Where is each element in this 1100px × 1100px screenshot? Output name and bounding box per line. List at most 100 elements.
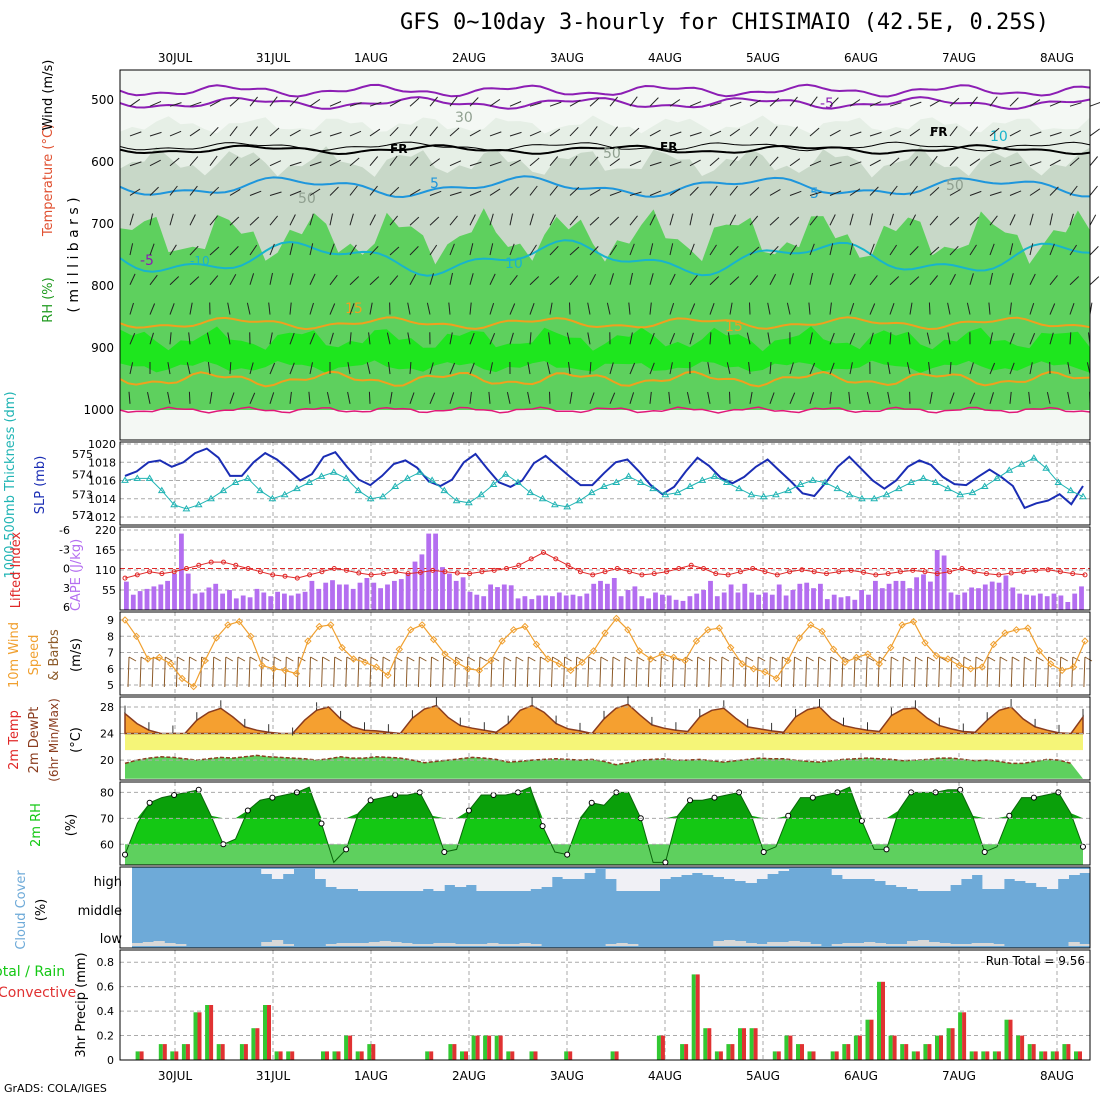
- precip-convective-bar: [660, 1035, 665, 1060]
- cape-bar: [364, 578, 370, 610]
- wind-barb: [227, 332, 231, 345]
- isotherm-10: [119, 239, 1091, 277]
- wind-barb: [169, 102, 182, 107]
- wind-barb: [129, 161, 142, 167]
- wind-speed-point: [189, 682, 198, 691]
- thickness-point: [845, 490, 854, 498]
- wind-barb-flag: [491, 656, 500, 662]
- wind-tick: 9: [107, 614, 114, 627]
- cloud-low-bar: [799, 942, 811, 946]
- wind-barb: [909, 302, 913, 315]
- wind-barb: [1009, 129, 1021, 137]
- cloud-high-bar: [1046, 869, 1059, 889]
- wind-barb: [169, 130, 182, 137]
- precip-total-bar: [205, 1005, 210, 1060]
- precip-convective-bar: [243, 1044, 248, 1060]
- wind-barb-flag: [1048, 656, 1056, 662]
- wind-barb: [629, 243, 635, 256]
- wind-barb: [249, 216, 260, 226]
- wind-barb: [769, 273, 777, 285]
- wind-barb: [829, 362, 835, 375]
- wind-barb-flag: [334, 656, 342, 662]
- thickness-point: [747, 490, 756, 498]
- wind-barb: [1049, 332, 1054, 345]
- isotherm-5: [119, 175, 1090, 199]
- wind-barb: [947, 332, 951, 345]
- wind-barb: [489, 333, 496, 345]
- wind-barb-flag: [1024, 656, 1032, 662]
- precip-panel-bg: [120, 950, 1090, 1060]
- wind-barb: [1089, 128, 1100, 137]
- wind-barb: [529, 213, 534, 226]
- wind-barb-10m: [478, 656, 481, 688]
- wind-speed-point: [372, 663, 381, 671]
- cloud-high-bar: [379, 869, 391, 891]
- wind-panel-bg: [120, 612, 1090, 695]
- wind-barb: [509, 159, 521, 167]
- wind-barb: [129, 131, 142, 137]
- wind-barb-flag: [467, 656, 476, 662]
- wind-barb-10m: [732, 656, 735, 688]
- wind-barb: [229, 216, 240, 226]
- wind-barb-10m: [962, 656, 965, 688]
- wind-barb: [389, 155, 398, 167]
- cloud-high-bar: [702, 869, 714, 875]
- wind-barb: [509, 303, 516, 315]
- wind-speed-point: [715, 624, 724, 632]
- thickness-point: [551, 500, 559, 508]
- wind-barb: [369, 156, 379, 167]
- cloud-low-bar: [175, 944, 187, 946]
- wind-barb: [489, 161, 502, 167]
- wind-barb: [789, 273, 794, 285]
- thickness-point: [612, 478, 621, 485]
- li-point: [344, 567, 349, 573]
- wind-barb: [789, 96, 798, 107]
- wind-barb: [449, 362, 456, 375]
- wind-barb: [429, 126, 438, 137]
- li-point: [947, 569, 953, 575]
- precip-convective-bar: [174, 1051, 179, 1060]
- thickness-point: [600, 482, 608, 489]
- cape-bar: [137, 591, 143, 610]
- date-label-top: 1AUG: [354, 51, 388, 65]
- wind-barb: [206, 332, 211, 345]
- cape-bar: [893, 580, 899, 610]
- cloud-low-bar: [928, 942, 940, 946]
- wind-barb: [589, 188, 601, 196]
- wind-barb: [1029, 213, 1034, 226]
- wind-barb: [129, 243, 134, 256]
- cape-bar: [172, 573, 177, 610]
- wind-barb: [407, 302, 411, 315]
- precip-convective-bar: [498, 1035, 503, 1060]
- precip-convective-bar: [510, 1051, 515, 1060]
- wind-barb: [469, 391, 472, 404]
- wind-barb: [449, 272, 453, 285]
- wind-barb: [549, 276, 560, 286]
- wind-barb: [529, 157, 540, 167]
- wind-barb: [869, 275, 878, 286]
- cape-bar: [488, 584, 493, 610]
- wind-barb: [809, 243, 815, 256]
- wind-barb: [749, 391, 753, 404]
- cloud-high-bar: [476, 869, 488, 891]
- wind-barb: [1069, 244, 1078, 256]
- wind-barb: [349, 303, 355, 315]
- wind-barb: [469, 302, 472, 315]
- thickness-point: [636, 478, 645, 485]
- wind-barb: [409, 188, 421, 196]
- wind-barb: [469, 97, 479, 107]
- credit-text: GrADS: COLA/IGES: [4, 1082, 107, 1095]
- cloud-high-bar: [917, 869, 930, 891]
- li-point: [614, 566, 620, 571]
- wind-barb: [568, 362, 571, 375]
- wind-speed-point: [658, 650, 666, 658]
- thickness-point: [538, 494, 547, 502]
- wind-barb: [149, 332, 154, 345]
- wind-speed-point: [509, 626, 518, 634]
- wind-barb-flag: [612, 656, 621, 662]
- wind-barb: [229, 246, 239, 256]
- precip-total-bar: [680, 1044, 685, 1060]
- precip-convective-bar: [325, 1051, 329, 1060]
- precip-convective-bar: [452, 1044, 457, 1060]
- contour-label: 15: [725, 319, 743, 335]
